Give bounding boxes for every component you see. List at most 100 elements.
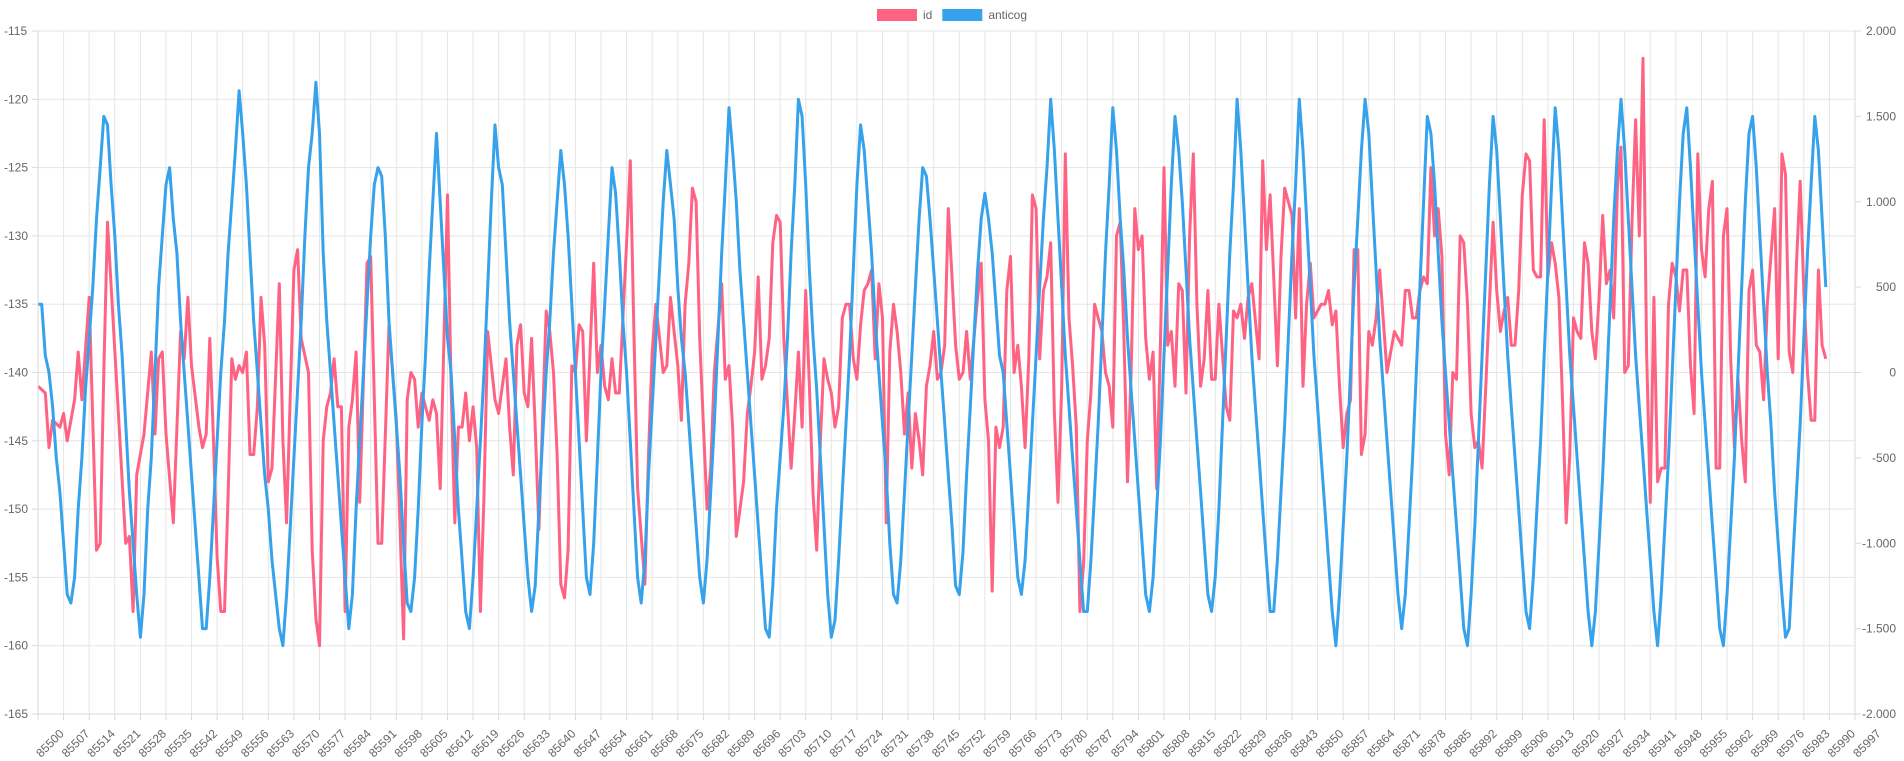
legend-item-id[interactable]: id bbox=[876, 8, 932, 22]
x-tick-label: 85528 bbox=[136, 726, 170, 760]
x-tick-label: 85640 bbox=[545, 726, 579, 760]
x-tick-label: 85752 bbox=[955, 726, 989, 760]
x-tick-label: 85801 bbox=[1134, 726, 1168, 760]
x-tick-label: 85633 bbox=[519, 726, 553, 760]
x-tick-label: 85577 bbox=[315, 726, 349, 760]
x-tick-label: 85780 bbox=[1057, 726, 1091, 760]
x-tick-label: 85983 bbox=[1799, 726, 1833, 760]
x-tick-label: 85766 bbox=[1006, 726, 1040, 760]
x-tick-label: 85738 bbox=[903, 726, 937, 760]
x-tick-label: 85556 bbox=[238, 726, 272, 760]
x-tick-label: 85668 bbox=[647, 726, 681, 760]
x-tick-label: 85878 bbox=[1415, 726, 1449, 760]
x-tick-label: 85759 bbox=[980, 726, 1014, 760]
y-right-tick-label: 1.000 bbox=[1866, 195, 1896, 209]
x-tick-label: 85605 bbox=[417, 726, 451, 760]
y-left-tick-label: -145 bbox=[4, 434, 28, 448]
y-left-tick-label: -165 bbox=[4, 707, 28, 721]
x-tick-label: 85976 bbox=[1773, 726, 1807, 760]
y-right-tick-label: 1.500 bbox=[1866, 109, 1896, 123]
x-tick-label: 85962 bbox=[1722, 726, 1756, 760]
x-tick-label: 85549 bbox=[212, 726, 246, 760]
x-tick-label: 85857 bbox=[1338, 726, 1372, 760]
x-tick-label: 85927 bbox=[1594, 726, 1628, 760]
x-tick-label: 85654 bbox=[596, 726, 630, 760]
y-right-tick-label: -2.000 bbox=[1862, 707, 1896, 721]
x-tick-label: 85535 bbox=[161, 726, 195, 760]
y-left-tick-label: -135 bbox=[4, 297, 28, 311]
x-tick-label: 85710 bbox=[801, 726, 835, 760]
axes: -115 -120 -125 -130 -135 -140 -145 -150 -155 -160… bbox=[4, 24, 1896, 760]
legend[interactable]: id anticog bbox=[876, 8, 1027, 22]
x-tick-label: 85507 bbox=[59, 726, 93, 760]
x-tick-label: 85787 bbox=[1082, 726, 1116, 760]
legend-label: anticog bbox=[988, 8, 1027, 22]
x-tick-label: 85682 bbox=[699, 726, 733, 760]
x-tick-label: 85724 bbox=[852, 726, 886, 760]
x-tick-label: 85885 bbox=[1441, 726, 1475, 760]
y-left-tick-label: -125 bbox=[4, 161, 28, 175]
x-tick-label: 85563 bbox=[264, 726, 298, 760]
x-tick-label: 85591 bbox=[366, 726, 400, 760]
x-tick-label: 85871 bbox=[1390, 726, 1424, 760]
x-tick-label: 85745 bbox=[929, 726, 963, 760]
y-right-tick-label: 500 bbox=[1876, 280, 1896, 294]
x-tick-label: 85997 bbox=[1850, 726, 1884, 760]
x-tick-label: 85843 bbox=[1287, 726, 1321, 760]
x-tick-label: 85773 bbox=[1031, 726, 1065, 760]
x-tick-label: 85822 bbox=[1210, 726, 1244, 760]
x-tick-label: 85570 bbox=[289, 726, 323, 760]
x-tick-label: 85892 bbox=[1466, 726, 1500, 760]
y-right-tick-label: 2.000 bbox=[1866, 24, 1896, 38]
x-tick-label: 85920 bbox=[1569, 726, 1603, 760]
y-left-tick-label: -120 bbox=[4, 92, 28, 106]
grid bbox=[37, 30, 1856, 715]
x-tick-label: 85612 bbox=[443, 726, 477, 760]
x-tick-label: 85598 bbox=[392, 726, 426, 760]
x-tick-label: 85514 bbox=[84, 726, 118, 760]
y-left-tick-label: -160 bbox=[4, 639, 28, 653]
x-tick-label: 85521 bbox=[110, 726, 144, 760]
series-line-anticog bbox=[38, 80, 1828, 648]
y-left-tick-label: -140 bbox=[4, 366, 28, 380]
x-tick-label: 85990 bbox=[1825, 726, 1859, 760]
x-tick-label: 85850 bbox=[1313, 726, 1347, 760]
x-tick-label: 85906 bbox=[1518, 726, 1552, 760]
y-left-tick-label: -150 bbox=[4, 502, 28, 516]
x-tick-label: 85731 bbox=[878, 726, 912, 760]
legend-item-anticog[interactable]: anticog bbox=[942, 8, 1027, 22]
x-tick-label: 85500 bbox=[33, 726, 67, 760]
y-right-tick-label: -1.000 bbox=[1862, 536, 1896, 550]
x-tick-label: 85864 bbox=[1364, 726, 1398, 760]
x-tick-label: 85808 bbox=[1159, 726, 1193, 760]
legend-label: id bbox=[923, 8, 932, 22]
x-tick-label: 85948 bbox=[1671, 726, 1705, 760]
x-tick-label: 85934 bbox=[1620, 726, 1654, 760]
x-tick-label: 85899 bbox=[1492, 726, 1526, 760]
series-lines bbox=[36, 56, 1828, 648]
x-tick-label: 85941 bbox=[1645, 726, 1679, 760]
legend-swatch bbox=[876, 9, 917, 21]
x-tick-label: 85913 bbox=[1543, 726, 1577, 760]
y-right-tick-label: 0 bbox=[1889, 366, 1896, 380]
x-tick-label: 85626 bbox=[494, 726, 528, 760]
y-right-tick-label: -500 bbox=[1872, 451, 1896, 465]
x-tick-label: 85955 bbox=[1697, 726, 1731, 760]
x-tick-label: 85661 bbox=[622, 726, 656, 760]
x-tick-label: 85647 bbox=[571, 726, 605, 760]
x-tick-label: 85696 bbox=[750, 726, 784, 760]
x-tick-label: 85794 bbox=[1108, 726, 1142, 760]
x-tick-label: 85689 bbox=[724, 726, 758, 760]
x-tick-label: 85815 bbox=[1185, 726, 1219, 760]
x-tick-label: 85836 bbox=[1262, 726, 1296, 760]
x-tick-label: 85829 bbox=[1236, 726, 1270, 760]
y-left-tick-label: -155 bbox=[4, 570, 28, 584]
x-tick-label: 85619 bbox=[468, 726, 502, 760]
x-tick-label: 85542 bbox=[187, 726, 221, 760]
x-tick-label: 85969 bbox=[1748, 726, 1782, 760]
y-right-tick-label: -1.500 bbox=[1862, 622, 1896, 636]
y-left-tick-label: -115 bbox=[4, 24, 27, 38]
x-tick-label: 85703 bbox=[775, 726, 809, 760]
